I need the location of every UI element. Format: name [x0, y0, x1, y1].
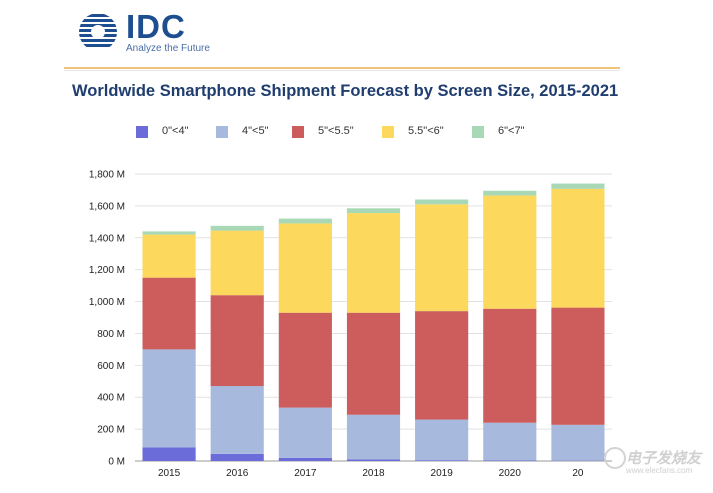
x-tick-label: 2017	[294, 468, 317, 479]
legend-swatch	[292, 126, 304, 138]
bar-segment	[278, 223, 332, 313]
y-tick-label: 1,600 M	[89, 201, 125, 212]
bar-segment	[483, 195, 537, 309]
bar-segment	[278, 457, 332, 461]
y-tick-label: 200 M	[97, 425, 125, 436]
y-tick-label: 1,200 M	[89, 265, 125, 276]
bar-segment	[278, 312, 332, 408]
x-tick-label: 2018	[362, 468, 385, 479]
legend-label: 5.5"<6"	[408, 125, 444, 137]
chart-legend: 0"<4" 4"<5" 5"<5.5" 5.5"<6" 6"<7"	[0, 125, 713, 142]
watermark-url: www.elecfans.com	[626, 466, 693, 475]
watermark-logo-icon	[604, 447, 626, 469]
legend-swatch	[382, 126, 394, 138]
bar-segment	[346, 312, 401, 415]
bar-segment	[142, 234, 196, 278]
x-tick-label: 2016	[226, 468, 249, 479]
bar-segment	[142, 349, 196, 448]
bar-segment	[551, 183, 605, 189]
y-tick-label: 600 M	[97, 361, 125, 372]
bar-segment	[210, 295, 264, 387]
x-tick-label: 2015	[158, 468, 181, 479]
globe-icon	[79, 13, 117, 51]
bar-segment	[346, 213, 401, 313]
bar-segment	[415, 199, 469, 205]
watermark-text: 电子发烧友	[626, 450, 702, 467]
y-tick-label: 1,800 M	[89, 170, 125, 181]
legend-label: 6"<7"	[498, 125, 525, 137]
logo-tagline: Analyze the Future	[126, 43, 210, 54]
watermark: 电子发烧友 www.elecfans.com	[604, 445, 704, 475]
bar-segment	[346, 208, 401, 214]
legend-label: 5"<5.5"	[318, 125, 354, 137]
bar-segment	[483, 422, 537, 461]
legend-swatch	[216, 126, 228, 138]
bar-segment	[278, 407, 332, 458]
bar-segment	[415, 460, 469, 461]
y-tick-label: 800 M	[97, 329, 125, 340]
x-tick-label: 2020	[499, 468, 522, 479]
legend-label: 4"<5"	[242, 125, 269, 137]
header-rule	[64, 67, 620, 69]
bar-segment	[346, 414, 401, 460]
y-tick-label: 0 M	[108, 457, 125, 468]
legend-swatch	[136, 126, 148, 138]
bar-segment	[142, 277, 196, 350]
legend-label: 0"<4"	[162, 125, 189, 137]
bar-segment	[551, 424, 605, 461]
chart-title: Worldwide Smartphone Shipment Forecast b…	[72, 82, 619, 100]
y-tick-label: 1,400 M	[89, 233, 125, 244]
bar-segment	[346, 459, 401, 461]
bar-segment	[415, 311, 469, 420]
logo-wordmark: IDC	[126, 8, 186, 45]
bar-segment	[551, 307, 605, 425]
bar-segment	[483, 308, 537, 423]
x-tick-label: 2019	[431, 468, 454, 479]
bar-segment	[551, 188, 605, 308]
idc-logo: IDC Analyze the Future	[78, 8, 238, 58]
bar-segment	[415, 419, 469, 461]
bar-segment	[483, 190, 537, 196]
bar-segment	[210, 225, 264, 231]
bar-segment	[415, 204, 469, 312]
bar-segment	[142, 447, 196, 461]
bar-segment	[210, 453, 264, 461]
bar-segment	[278, 218, 332, 224]
y-tick-label: 400 M	[97, 393, 125, 404]
bar-segment	[210, 386, 264, 454]
y-tick-label: 1,000 M	[89, 297, 125, 308]
x-tick-label: 20	[572, 468, 584, 479]
bar-segment	[210, 230, 264, 296]
bar-segment	[142, 231, 196, 235]
legend-swatch	[472, 126, 484, 138]
header-rule-shadow	[64, 70, 620, 71]
